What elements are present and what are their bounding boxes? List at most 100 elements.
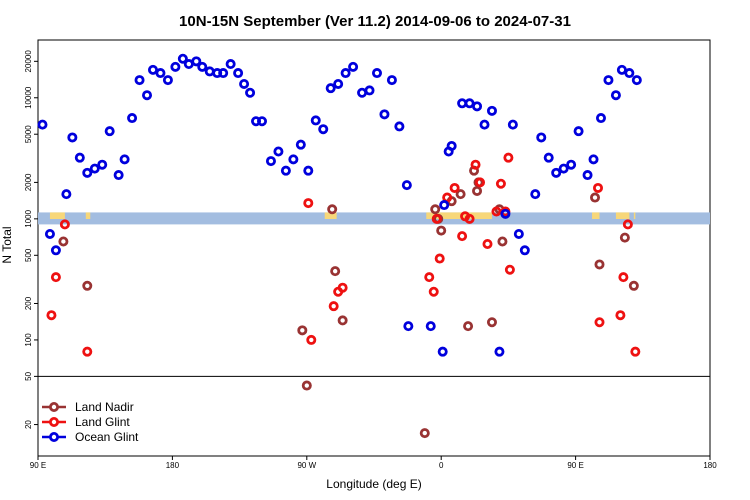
land-segment (633, 212, 636, 220)
x-tick-label: 90 W (297, 461, 316, 470)
ocean-glint-point (256, 116, 267, 127)
ocean-glint-point (325, 83, 336, 94)
land-nadir-point (327, 204, 338, 215)
ocean-glint-point (573, 126, 584, 137)
land-nadir-point (486, 317, 497, 328)
ocean-glint-point (610, 90, 621, 101)
ocean-glint-point (162, 75, 173, 86)
ocean-glint-point (403, 321, 414, 332)
land-nadir-point (628, 280, 639, 291)
land-glint-point (306, 334, 317, 345)
land-nadir-point (337, 315, 348, 326)
ocean-glint-point (507, 119, 518, 130)
y-tick-label: 5000 (24, 125, 33, 143)
land-segment (615, 212, 630, 220)
ocean-glint-point (472, 101, 483, 112)
ocean-glint-point (631, 75, 642, 86)
land-glint-point (59, 219, 70, 230)
land-nadir-point (82, 280, 93, 291)
land-glint-point (491, 206, 502, 217)
ocean-glint-point (519, 245, 530, 256)
legend-label: Land Nadir (75, 400, 134, 414)
ocean-glint-point (379, 109, 390, 120)
land-glint-point (457, 231, 468, 242)
plot-area (37, 39, 711, 457)
land-segment (324, 212, 337, 220)
ocean-glint-point (494, 346, 505, 357)
ocean-glint-point (127, 113, 138, 124)
ocean-glint-point (113, 170, 124, 181)
chart-title: 10N-15N September (Ver 11.2) 2014-09-06 … (179, 13, 571, 30)
ocean-glint-point (558, 163, 569, 174)
ocean-glint-point (624, 68, 635, 79)
ocean-glint-point (486, 105, 497, 116)
y-tick-label: 1000 (24, 209, 33, 227)
land-nadir-point (297, 325, 308, 336)
land-glint-point (442, 192, 453, 203)
land-glint-point (504, 264, 515, 275)
ocean-glint-point (603, 75, 614, 86)
land-nadir-point (590, 192, 601, 203)
ocean-glint-point (265, 156, 276, 167)
ocean-glint-point (280, 165, 291, 176)
ocean-glint-point (616, 64, 627, 75)
ocean-glint-point (245, 87, 256, 98)
y-tick-label: 100 (24, 333, 33, 347)
land-segment (49, 212, 65, 220)
legend-marker (49, 431, 60, 442)
y-tick-label: 50 (24, 371, 33, 380)
land-nadir-point (436, 225, 447, 236)
land-glint-point (428, 286, 439, 297)
ocean-glint-point (233, 68, 244, 79)
ocean-glint-point (239, 78, 250, 89)
ocean-glint-point (536, 132, 547, 143)
land-glint-point (615, 310, 626, 321)
land-glint-point (475, 177, 486, 188)
land-glint-point (434, 253, 445, 264)
ocean-glint-point (437, 346, 448, 357)
ocean-glint-point (386, 75, 397, 86)
ocean-glint-point (340, 68, 351, 79)
land-glint-point (431, 213, 442, 224)
ocean-glint-point (303, 165, 314, 176)
x-tick-label: 180 (703, 461, 717, 470)
y-axis-label: N Total (0, 226, 14, 263)
ocean-glint-point (61, 189, 72, 200)
ocean-glint-point (551, 167, 562, 178)
land-glint-point (46, 310, 57, 321)
ocean-glint-point (348, 61, 359, 72)
land-glint-point (503, 152, 514, 163)
ocean-glint-point (394, 121, 405, 132)
land-glint-point (593, 182, 604, 193)
ocean-glint-point (191, 56, 202, 67)
ocean-glint-point (595, 113, 606, 124)
ocean-glint-point (500, 208, 511, 219)
ocean-glint-point (104, 126, 115, 137)
y-tick-label: 2000 (24, 173, 33, 191)
ocean-glint-point (119, 154, 130, 165)
ocean-glint-point (44, 228, 55, 239)
land-glint-point (464, 213, 475, 224)
land-segment (85, 212, 91, 220)
x-tick-label: 90 E (567, 461, 583, 470)
ocean-glint-point (295, 139, 306, 150)
ocean-glint-point (530, 189, 541, 200)
ocean-glint-point (371, 68, 382, 79)
land-glint-point (470, 159, 481, 170)
ocean-glint-point (50, 245, 61, 256)
ocean-glint-point (170, 61, 181, 72)
land-nadir-point (497, 236, 508, 247)
land-nadir-point (58, 236, 69, 247)
ocean-glint-point (225, 59, 236, 70)
scatter-points (37, 53, 642, 439)
land-nadir-point (463, 321, 474, 332)
x-tick-label: 90 E (30, 461, 46, 470)
land-glint-point (622, 219, 633, 230)
y-tick-label: 20 (24, 420, 33, 429)
land-glint-point (50, 272, 61, 283)
ocean-glint-point (543, 152, 554, 163)
land-segment (592, 212, 600, 220)
ocean-glint-point (67, 132, 78, 143)
land-nadir-point (330, 266, 341, 277)
land-nadir-point (419, 428, 430, 439)
